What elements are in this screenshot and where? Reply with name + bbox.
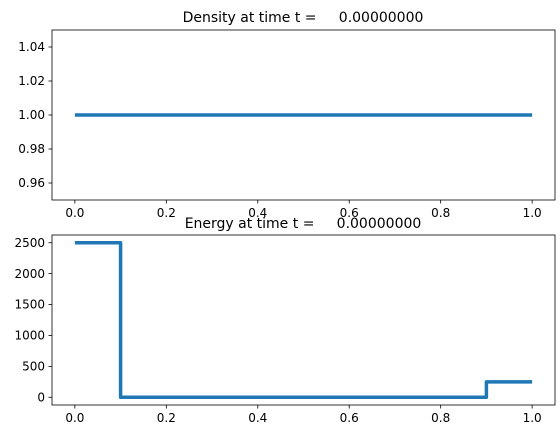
energy-xtick-label: 0.0 bbox=[65, 411, 84, 425]
energy-xtick-label: 0.4 bbox=[248, 411, 267, 425]
energy-series bbox=[74, 240, 533, 400]
energy-axes-frame bbox=[51, 234, 556, 406]
energy-series-line-0 bbox=[74, 240, 533, 400]
energy-xtick-label: 1.0 bbox=[523, 411, 542, 425]
density-xtick-label: 0.8 bbox=[431, 206, 450, 220]
density-xtick-label: 0.2 bbox=[157, 206, 176, 220]
energy-ytick-label: 2500 bbox=[14, 236, 45, 250]
density-xtick-label: 0.0 bbox=[65, 206, 84, 220]
density-title: Density at time t = 0.00000000 bbox=[183, 10, 424, 26]
density-ytick-label: 1.04 bbox=[18, 40, 45, 54]
energy-ytick-label: 0 bbox=[37, 390, 45, 404]
energy-xtick-label: 0.2 bbox=[157, 411, 176, 425]
energy-ytick-label: 1500 bbox=[14, 298, 45, 312]
energy-ytick-label: 500 bbox=[22, 360, 45, 374]
density-ytick-label: 0.98 bbox=[18, 142, 45, 156]
energy-subplot: Energy at time t = 0.00000000 0.0 0.2 0.4 0… bbox=[14, 216, 556, 425]
density-xtick-label: 0.6 bbox=[340, 206, 359, 220]
density-ytick-label: 1.02 bbox=[18, 74, 45, 88]
density-xtick-label: 0.4 bbox=[248, 206, 267, 220]
energy-xtick-label: 0.8 bbox=[431, 411, 450, 425]
energy-ytick-label: 1000 bbox=[14, 329, 45, 343]
energy-title: Energy at time t = 0.00000000 bbox=[185, 216, 422, 232]
density-subplot: Density at time t = 0.00000000 0.0 0.2 0.4… bbox=[18, 10, 556, 220]
density-axes-frame bbox=[51, 29, 556, 201]
density-ticks: 0.0 0.2 0.4 0.6 0.8 1.0 0.96 0.98 1.00 1.02 1.04 bbox=[18, 40, 541, 220]
energy-xtick-label: 0.6 bbox=[340, 411, 359, 425]
density-ytick-label: 1.00 bbox=[18, 108, 45, 122]
density-ytick-label: 0.96 bbox=[18, 176, 45, 190]
energy-ytick-label: 2000 bbox=[14, 267, 45, 281]
density-xtick-label: 1.0 bbox=[523, 206, 542, 220]
energy-ticks: 0.0 0.2 0.4 0.6 0.8 1.0 0 500 1000 1500 2000 2500 bbox=[14, 236, 541, 425]
